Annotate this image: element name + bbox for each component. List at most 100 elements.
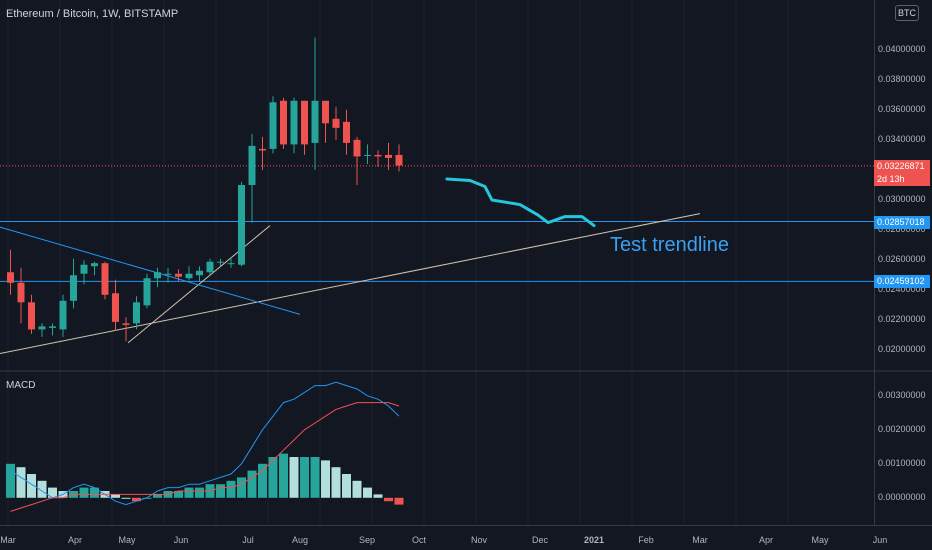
time-axis-label: May <box>118 535 136 545</box>
macd-histogram-bar <box>373 494 383 498</box>
candle-body <box>80 264 88 274</box>
macd-axis-label: 0.00200000 <box>878 423 926 434</box>
candle-body <box>91 263 98 267</box>
candle-body <box>364 154 371 156</box>
macd-histogram-bar <box>258 463 267 498</box>
time-axis-label: Mar <box>692 535 708 545</box>
price-tag: 0.02857018 <box>874 215 930 229</box>
time-axis-label: Dec <box>531 535 549 545</box>
time-axis-label: Mar <box>0 535 16 545</box>
candle-body <box>206 261 214 273</box>
price-tag: 0.03226871 <box>874 159 930 173</box>
candle-body <box>248 145 256 185</box>
candle-body <box>311 100 319 143</box>
macd-histogram-bar <box>195 487 204 498</box>
macd-axis-label: 0.00300000 <box>878 389 926 400</box>
macd-histogram-bar <box>363 487 372 498</box>
macd-histogram-bar <box>37 480 47 498</box>
annotation-test-trendline: Test trendline <box>610 234 729 256</box>
time-axis-label: Jun <box>173 535 189 545</box>
macd-histogram-bar <box>132 497 141 502</box>
macd-axis-label: 0.00100000 <box>878 457 926 468</box>
time-axis-label: Nov <box>470 535 488 545</box>
macd-histogram-bar <box>237 477 246 498</box>
candle-body <box>28 302 35 330</box>
macd-histogram-bar <box>90 487 99 498</box>
time-axis-label: May <box>811 535 829 545</box>
macd-histogram-bar <box>16 467 26 498</box>
macd-histogram-bar <box>279 453 288 498</box>
price-axis-label: 0.03400000 <box>878 133 926 144</box>
time-axis-label: Aug <box>291 535 309 545</box>
candle-body <box>353 139 361 157</box>
candle-body <box>101 263 109 295</box>
time-axis-label: Sep <box>358 535 376 545</box>
macd-histogram-bar <box>216 484 225 498</box>
candle-body <box>70 275 77 301</box>
candle-body <box>301 100 308 145</box>
candle-body <box>227 263 235 265</box>
candle-body <box>238 185 245 265</box>
macd-histogram-bar <box>310 457 320 498</box>
trendline-short <box>127 225 271 344</box>
candle-body <box>175 273 182 277</box>
candle-body <box>17 282 25 303</box>
macd-histogram-bar <box>394 497 404 505</box>
candle-body <box>259 148 266 151</box>
macd-histogram-bar <box>226 480 236 498</box>
macd-histogram-bar <box>121 497 131 499</box>
time-axis-label: Jul <box>242 535 254 545</box>
trendline-long <box>0 213 701 354</box>
price-axis-label: 0.02400000 <box>878 284 926 295</box>
candle-body <box>154 272 161 279</box>
candle-body <box>269 102 277 149</box>
macd-histogram-bar <box>6 463 15 498</box>
candle-body <box>112 293 119 322</box>
time-axis-label: Jun <box>872 535 888 545</box>
price-axis-label: 0.02200000 <box>878 314 926 325</box>
candle-body <box>290 100 298 145</box>
candle-body <box>280 100 287 145</box>
candle-body <box>374 154 382 157</box>
candle-body <box>164 273 172 275</box>
price-axis-label: 0.02600000 <box>878 254 926 265</box>
chart-title: Ethereum / Bitcoin, 1W, BITSTAMP <box>6 8 179 20</box>
time-axis-label: Oct <box>411 535 427 545</box>
signal-line <box>10 402 400 512</box>
macd-histogram-bar <box>352 480 362 498</box>
macd-indicator-label[interactable]: MACD <box>6 380 36 391</box>
macd-histogram-bar <box>247 470 257 498</box>
candle-body <box>59 300 67 330</box>
currency-badge[interactable]: BTC <box>895 5 919 21</box>
candle-body <box>185 273 193 279</box>
macd-histogram-bar <box>174 491 183 498</box>
macd-histogram-bar <box>300 457 309 498</box>
macd-histogram-bar <box>27 474 36 498</box>
candle-body <box>7 272 14 283</box>
macd-histogram-bar <box>184 487 194 498</box>
macd-line <box>10 381 400 506</box>
macd-histogram-bar <box>111 494 120 498</box>
macd-histogram-bar <box>79 487 89 498</box>
price-axis-label: 0.04000000 <box>878 43 926 54</box>
time-axis-label: Apr <box>67 535 83 545</box>
macd-histogram-bar <box>268 457 278 498</box>
candle-body <box>122 323 130 325</box>
macd-histogram-bar <box>153 494 162 498</box>
price-axis-label: 0.02000000 <box>878 344 926 355</box>
candle-body <box>385 154 392 158</box>
candle-body <box>133 302 140 324</box>
macd-histogram-bar <box>321 460 330 498</box>
price-axis-label: 0.03800000 <box>878 73 926 84</box>
time-axis-label: 2021 <box>583 535 605 545</box>
candle-body <box>38 326 46 330</box>
macd-axis-label: 0.00000000 <box>878 491 926 502</box>
price-tag: 2d 13h <box>874 172 930 186</box>
candle-body <box>143 278 151 306</box>
price-axis-label: 0.03000000 <box>878 194 926 205</box>
candle-body <box>217 261 224 263</box>
projection-path <box>445 177 596 228</box>
candle-body <box>395 154 403 166</box>
candle-body <box>322 100 329 124</box>
